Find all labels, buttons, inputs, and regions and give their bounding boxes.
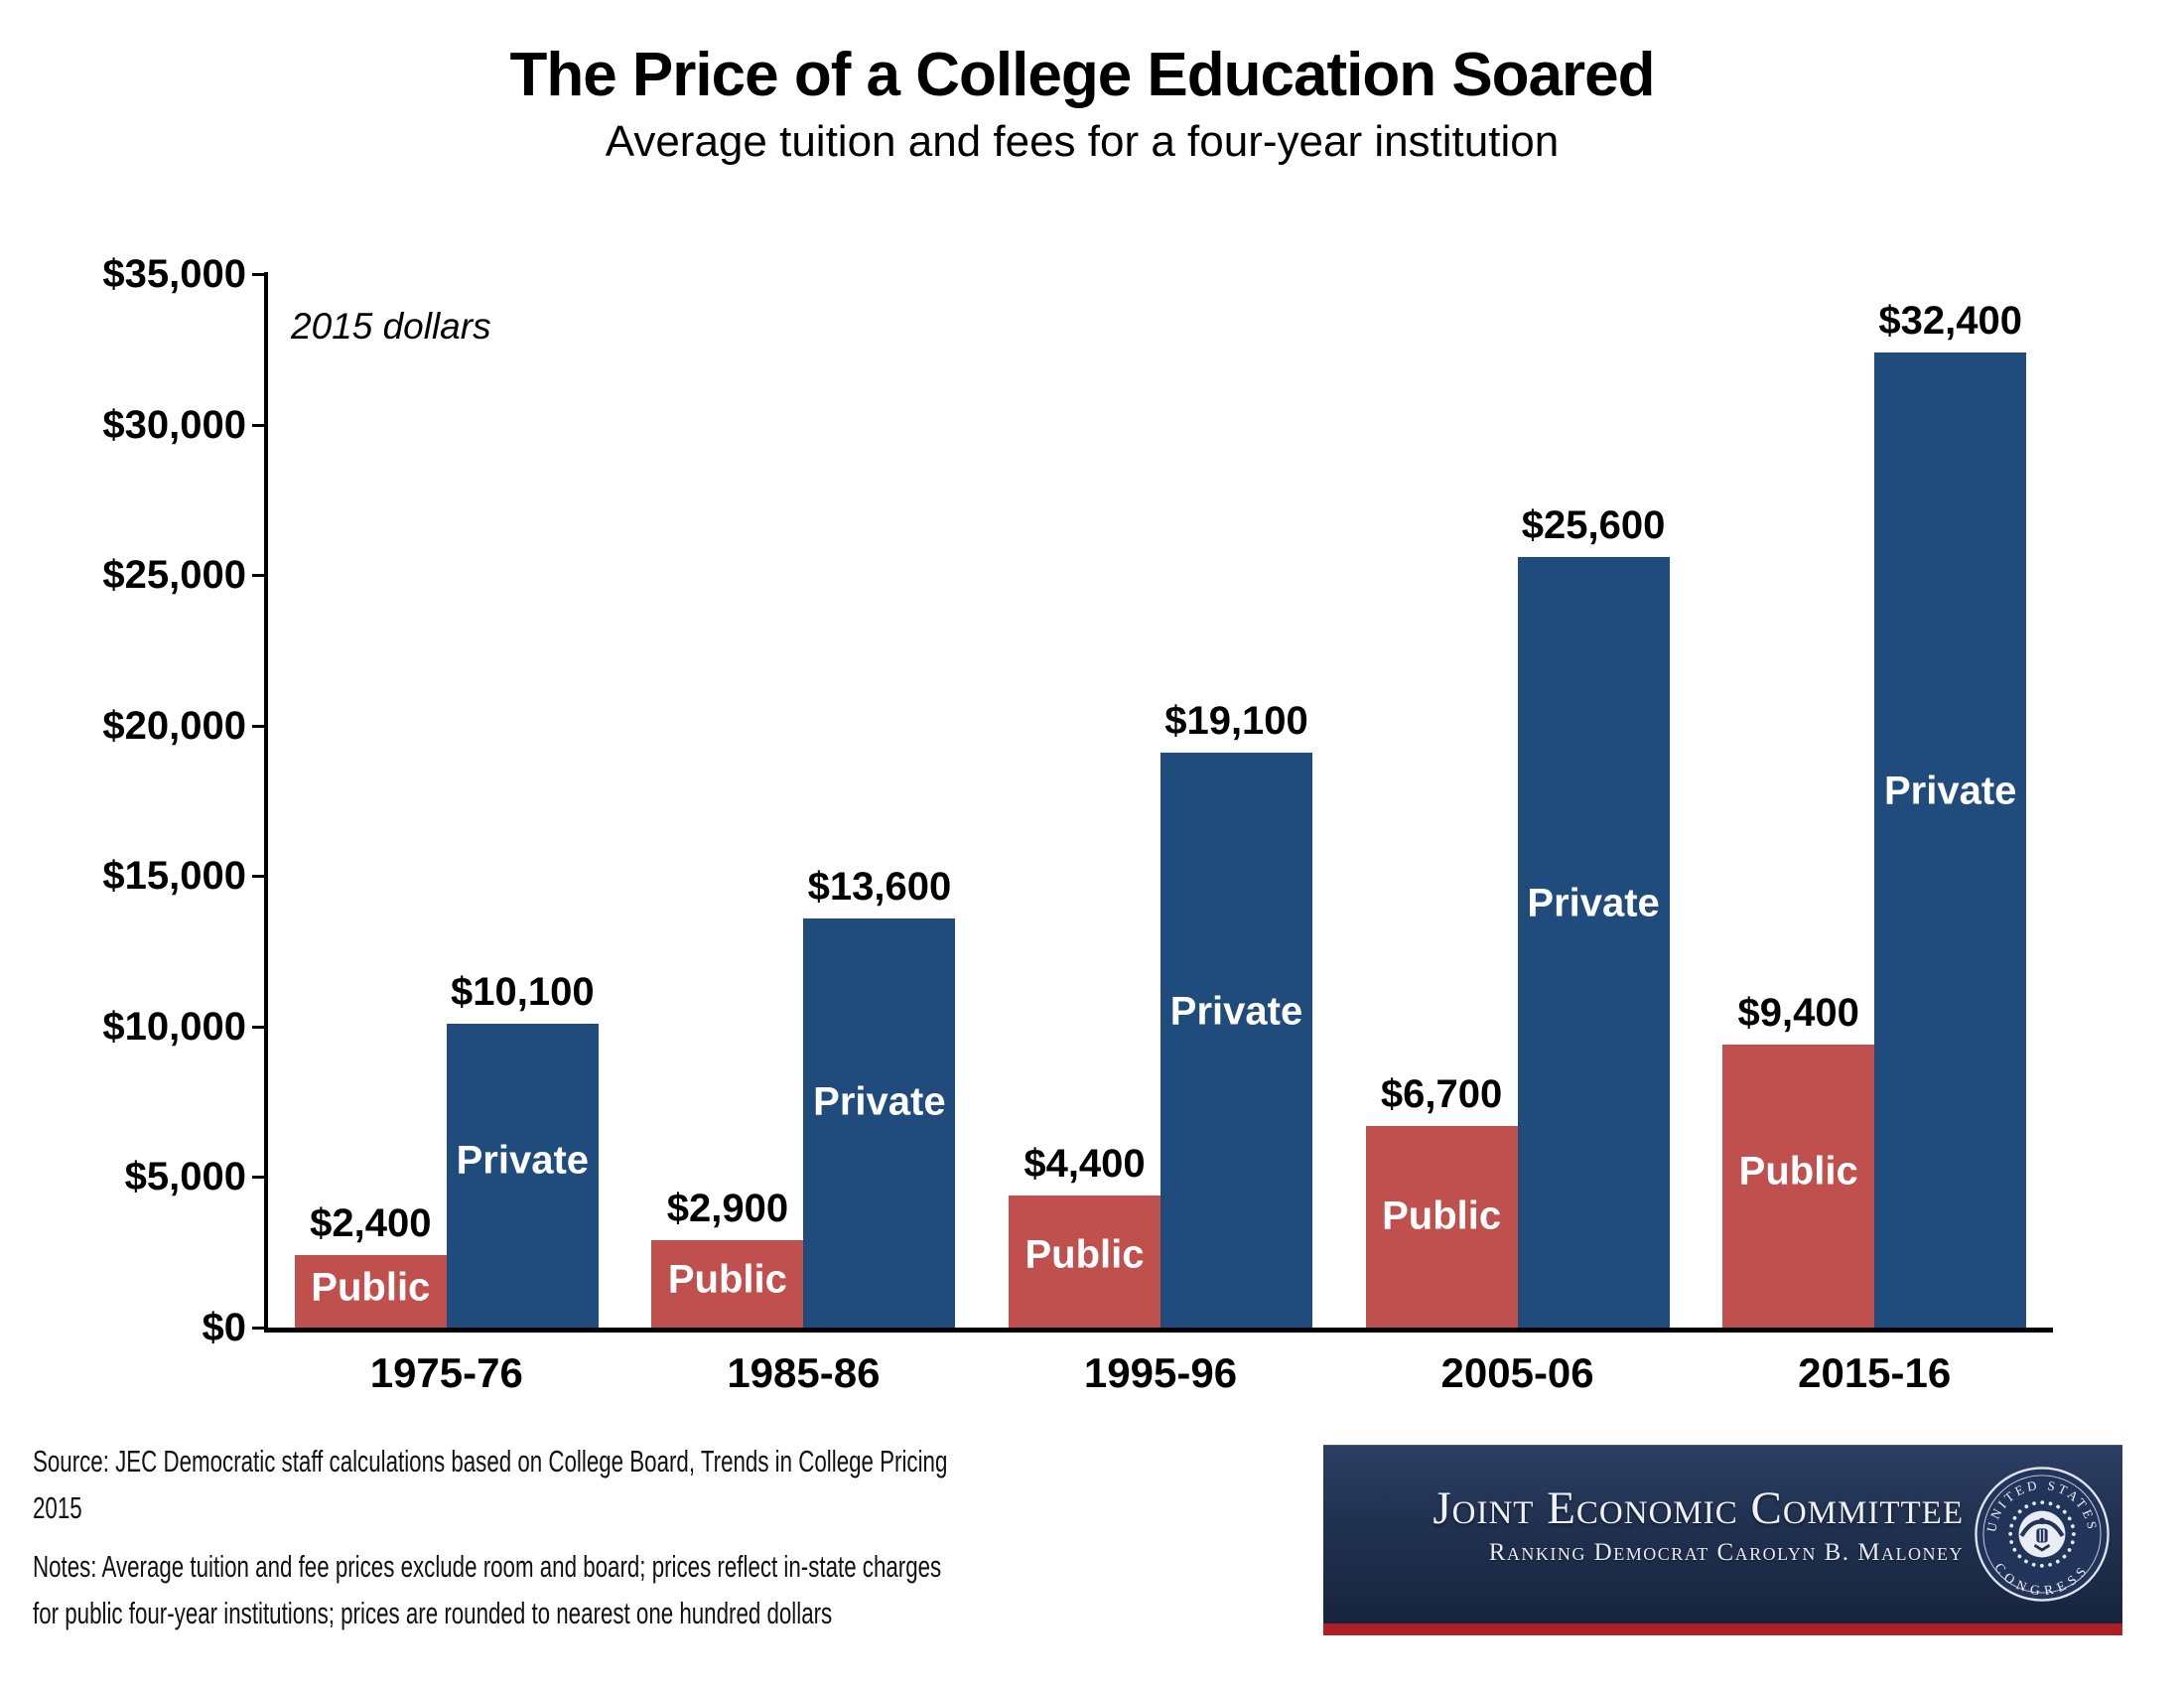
x-category-label: 1985-86 [727,1349,881,1396]
jec-banner: Joint Economic Committee Ranking Democra… [1323,1445,2122,1635]
banner-org-name: Joint Economic Committee [1433,1482,1964,1534]
y-tick-label: $30,000 [102,402,246,447]
bar-series-label: Public [1738,1149,1858,1194]
x-category-label: 1995-96 [1083,1349,1238,1396]
y-tick-label: $35,000 [102,252,246,296]
bar-private-2005-06: Private [1517,556,1670,1328]
bar-public-1995-96: Public [1009,1195,1160,1328]
bar-value-label: $19,100 [1164,698,1308,743]
y-tick-mark [252,273,268,276]
seal-eagle-icon [2019,1517,2065,1552]
bar-series-label: Public [311,1265,431,1310]
y-tick-label: $5,000 [124,1155,246,1199]
bar-private-1985-86: Private [803,917,956,1328]
y-tick-label: $25,000 [102,553,246,598]
x-category-label: 1975-76 [369,1349,523,1396]
bar-value-label: $25,600 [1521,502,1666,547]
units-annotation: 2015 dollars [291,306,491,347]
y-tick-mark [252,724,268,728]
y-axis-line [264,272,268,1332]
jec-banner-text: Joint Economic Committee Ranking Democra… [1323,1445,1964,1623]
bar-value-label: $32,400 [1878,298,2022,343]
bar-value-label: $2,400 [310,1201,432,1246]
bar-private-2015-16: Private [1874,352,2027,1328]
y-tick-mark [252,423,268,427]
bar-public-1975-76: Public [294,1255,447,1328]
chart-subtitle: Average tuition and fees for a four-year… [605,117,1560,166]
bar-series-label: Public [1024,1232,1145,1277]
footer-notes-block: Source: JEC Democratic staff calculation… [33,1438,1391,1636]
bar-value-label: $9,400 [1737,991,1859,1036]
bar-value-label: $4,400 [1024,1141,1146,1186]
x-category-label: 2005-06 [1440,1349,1594,1396]
footer-spacer [33,1531,1391,1543]
bar-private-1995-96: Private [1160,752,1312,1328]
bar-series-label: Private [813,1079,946,1124]
y-tick-label: $0 [202,1306,247,1349]
y-tick-label: $20,000 [102,703,246,748]
source-note-line-2: 2015 [33,1490,82,1525]
bar-series-label: Private [1527,881,1660,925]
y-tick-mark [252,1025,268,1029]
bar-value-label: $2,900 [666,1187,789,1231]
y-tick-label: $15,000 [102,854,246,899]
bar-series-label: Private [456,1138,590,1183]
bar-series-label: Public [1382,1194,1502,1238]
bar-series-label: Public [667,1257,787,1302]
bar-public-2015-16: Public [1722,1045,1875,1328]
bar-public-1985-86: Public [651,1240,804,1328]
y-tick-mark [252,1327,268,1330]
y-tick-label: $10,000 [102,1004,246,1049]
congress-seal-icon: UNITED STATES CONGRESS [1975,1467,2110,1602]
y-tick-mark [252,574,268,578]
x-axis-line [264,1328,2053,1333]
banner-red-stripe [1323,1623,2122,1635]
chart-title: The Price of a College Education Soared [509,41,1655,109]
y-tick-mark [252,875,268,879]
x-category-label: 2015-16 [1798,1349,1952,1396]
bar-value-label: $6,700 [1380,1071,1503,1116]
source-note-line-1: Source: JEC Democratic staff calculation… [33,1444,948,1478]
banner-ranking-member: Ranking Democrat Carolyn B. Maloney [1488,1539,1964,1566]
seal-star-dots [2008,1500,2076,1568]
y-tick-mark [252,1176,268,1180]
bar-value-label: $13,600 [807,864,952,909]
bar-private-1975-76: Private [446,1023,599,1328]
bar-public-2005-06: Public [1365,1125,1518,1328]
notes-line-2: for public four-year institutions; price… [33,1596,833,1630]
bar-series-label: Private [1169,989,1303,1034]
bar-value-label: $10,100 [451,969,595,1014]
bar-series-label: Private [1883,769,2017,813]
notes-line-1: Notes: Average tuition and fee prices ex… [33,1549,942,1584]
